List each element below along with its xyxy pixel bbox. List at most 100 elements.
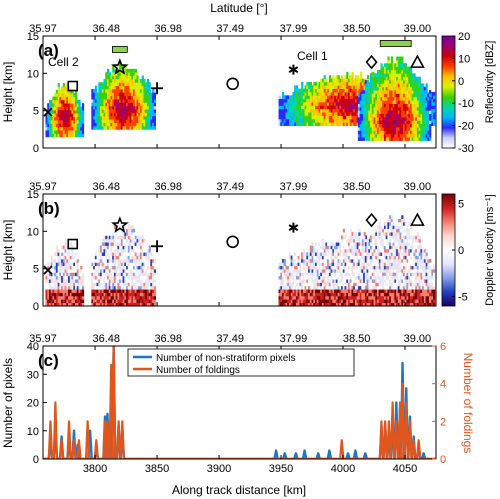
- panel-b-cell: [50, 275, 53, 280]
- panel-a-cell: [427, 93, 430, 98]
- panel-b-cell: [315, 252, 318, 256]
- panel-b-cell: [124, 238, 127, 243]
- panel-b-cell: [134, 269, 137, 273]
- panel-b-cell: [80, 289, 83, 293]
- panel-b-cell: [354, 272, 358, 277]
- panel-a-cell: [52, 99, 55, 104]
- panel-b-cell: [100, 275, 103, 280]
- panel-a-cell: [301, 102, 304, 106]
- panel-b-cell: [287, 299, 290, 304]
- panel-a-cell: [371, 110, 374, 115]
- panel-b-cell: [313, 272, 316, 277]
- panel-b-cell: [74, 299, 78, 304]
- panel-b-cell: [112, 299, 115, 304]
- panel-a-cell: [145, 119, 148, 123]
- panel-a-cell: [396, 127, 399, 131]
- panel-b-cell: [122, 265, 125, 270]
- panel-a-cell: [385, 137, 388, 141]
- panel-b-cell: [347, 295, 351, 300]
- panel-a-cell: [64, 96, 67, 101]
- panel-b-cell: [68, 292, 71, 297]
- panel-b-cell: [306, 272, 309, 277]
- panel-a-cell: [59, 109, 62, 114]
- panel-a-cell: [54, 130, 57, 134]
- panel-a-cell: [47, 120, 50, 124]
- panel-a-cell: [55, 106, 59, 111]
- panel-b-cell: [100, 285, 103, 290]
- panel-a-cell: [357, 113, 361, 118]
- panel-a-cell: [290, 95, 293, 100]
- panel-b-cell: [62, 255, 66, 260]
- panel-a-cell: [387, 110, 390, 115]
- panel-a-cell: [328, 92, 332, 96]
- panel-a-cell: [323, 115, 326, 120]
- panel-a-cell: [61, 123, 64, 128]
- panel-b-cell: [119, 272, 122, 277]
- panel-a-cell: [404, 73, 407, 78]
- panel-a-cell: [113, 82, 117, 87]
- panel-b-cell: [313, 262, 316, 267]
- panel-a-cell: [392, 137, 395, 141]
- panel-a-cell: [370, 100, 373, 104]
- panel-b-cell: [105, 232, 108, 236]
- panel-a-cell: [363, 100, 366, 104]
- panel-a-cell: [295, 122, 299, 126]
- panel-a-cell: [423, 113, 427, 118]
- panel-a-cell: [285, 105, 288, 110]
- panel-b-cell: [105, 265, 108, 270]
- panel-b-cell: [103, 245, 106, 250]
- panel-b-cell: [139, 295, 143, 300]
- panel-a-cell: [413, 120, 416, 125]
- panel-a-cell: [94, 115, 98, 120]
- panel-a-cell: [427, 103, 430, 108]
- panel-a-cell: [387, 66, 390, 71]
- panel-a-cell: [129, 68, 132, 73]
- panel-a-cell: [110, 119, 113, 123]
- panel-b-cell: [112, 282, 115, 287]
- panel-a-cell: [370, 127, 373, 131]
- panel-a-cell: [55, 96, 59, 101]
- panel-b-cell: [139, 242, 143, 246]
- panel-b-cell: [47, 302, 50, 306]
- panel-b-cell: [112, 232, 115, 236]
- panel-a-cell: [73, 116, 76, 121]
- panel-b-cell: [122, 252, 125, 256]
- panel-a-cell: [351, 118, 354, 123]
- panel-a-cell: [148, 109, 151, 113]
- panel-a-cell: [389, 86, 392, 91]
- panel-a-cell: [152, 92, 155, 97]
- panel-b-cell: [297, 262, 300, 267]
- panel-b-cell: [150, 292, 153, 297]
- panel-b-cell: [54, 282, 57, 287]
- panel-b-cell: [126, 275, 129, 280]
- panel-a-cell: [101, 115, 104, 120]
- panel-b-cell: [282, 265, 285, 270]
- panel-b-cell: [288, 272, 292, 277]
- panel-b-cell: [93, 275, 96, 280]
- panel-a-cell: [356, 88, 359, 93]
- panel-b-cell: [337, 248, 340, 253]
- panel-b-cell: [316, 269, 319, 273]
- panel-b-cell: [131, 248, 134, 253]
- panel-b-cell: [136, 295, 139, 300]
- panel-b-cell: [138, 258, 141, 263]
- panel-a-cell: [74, 99, 78, 104]
- panel-a-cell: [359, 110, 362, 115]
- panel-b-cell: [59, 292, 62, 297]
- panel-b-cell: [290, 262, 293, 267]
- panel-a-cell: [139, 99, 143, 103]
- panel-b-cell: [96, 292, 99, 297]
- panel-a-cell: [61, 130, 64, 134]
- panel-a-cell: [392, 80, 395, 84]
- panel-a-cell: [408, 110, 411, 115]
- panel-b-cell: [64, 265, 67, 270]
- panel-a-cell: [103, 92, 106, 97]
- panel-a-cell: [126, 78, 129, 83]
- panel-a-cell: [364, 130, 368, 135]
- panel-b-cell: [101, 258, 104, 263]
- panel-b-cell: [321, 275, 325, 280]
- panel-b-cell: [122, 292, 125, 297]
- panel-b-cell: [103, 238, 106, 243]
- panel-a-cell: [50, 130, 53, 134]
- panel-a-cell: [364, 110, 368, 115]
